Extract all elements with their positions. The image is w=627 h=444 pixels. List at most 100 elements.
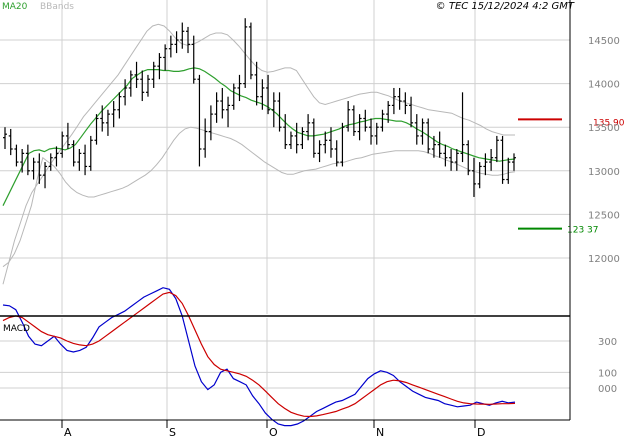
bband-line — [2, 23, 515, 285]
ohlc-bar — [380, 109, 385, 132]
ohlc-bar — [460, 92, 465, 163]
support-level-label: 123 37 — [567, 226, 599, 236]
ma20-line — [2, 67, 516, 206]
ohlc-bar — [414, 114, 419, 145]
ohlc-bar — [65, 122, 70, 149]
ohlc-bar — [283, 114, 288, 149]
ohlc-bar — [500, 135, 505, 184]
bollinger-bands — [2, 23, 516, 285]
ohlc-bar — [191, 35, 196, 84]
ohlc-bar — [266, 74, 271, 115]
ohlc-bar — [48, 153, 53, 171]
ohlc-bar — [363, 109, 368, 132]
ohlc-bar — [100, 105, 105, 132]
ohlc-bar — [168, 35, 173, 58]
macd-tick-label: 100 — [598, 368, 617, 379]
ohlc-bar — [151, 61, 156, 88]
ohlc-bar — [471, 157, 476, 197]
price-tick-label: 12500 — [588, 210, 620, 221]
macd-panel-label: MACD — [3, 324, 30, 334]
ohlc-bar — [288, 131, 293, 149]
ohlc-bar — [306, 114, 311, 141]
axes: 14500 14000 13500 13000 12500 12000 300 100 000 A… — [0, 0, 620, 439]
ohlc-bar — [208, 105, 213, 141]
price-tick-label: 14500 — [588, 36, 620, 47]
ohlc-bar — [54, 146, 59, 167]
ohlc-bar — [386, 101, 391, 123]
ohlc-bar — [449, 149, 454, 171]
ohlc-bar — [77, 149, 82, 171]
ohlc-bar — [111, 101, 116, 128]
bband-line — [2, 126, 516, 268]
ohlc-bar — [214, 92, 219, 123]
ohlc-bar — [180, 22, 185, 49]
ohlc-bar — [71, 140, 76, 167]
chart-credit: © TEC 15/12/2024 4:2 GMT — [436, 1, 575, 12]
ohlc-bar — [300, 127, 305, 149]
ohlc-bar — [231, 83, 236, 110]
ohlc-bar — [163, 44, 168, 71]
ohlc-bar — [483, 153, 488, 176]
ohlc-bar — [254, 61, 259, 106]
ohlc-bar — [489, 149, 494, 171]
price-tick-label: 12000 — [588, 254, 620, 265]
ohlc-bar — [237, 74, 242, 102]
signal-line — [2, 291, 516, 418]
ohlc-bar — [397, 87, 402, 110]
ohlc-bar — [3, 127, 7, 149]
ohlc-bar — [248, 22, 253, 80]
month-label: O — [269, 426, 278, 439]
ohlc-bar — [94, 114, 99, 145]
macd-lines — [2, 287, 516, 427]
ohlc-bar — [437, 131, 442, 158]
ohlc-bar — [443, 144, 448, 167]
ohlc-bar — [294, 122, 299, 154]
ohlc-bar — [157, 53, 162, 80]
ohlc-bar — [174, 31, 179, 54]
ohlc-bar — [431, 135, 436, 158]
month-label: A — [64, 426, 72, 439]
ohlc-bar — [334, 140, 339, 167]
resistance-level-label: 135 90 — [593, 118, 625, 128]
ohlc-bar — [374, 122, 379, 145]
ohlc-bar — [323, 131, 328, 154]
ohlc-bar — [409, 96, 414, 128]
macd-tick-label: 000 — [598, 384, 617, 395]
legend-ma20: MA20 — [2, 2, 28, 12]
ohlc-bar — [277, 92, 282, 132]
month-label: S — [169, 426, 176, 439]
ohlc-bar — [226, 96, 231, 128]
ma20-path — [2, 67, 516, 206]
ohlc-bar — [37, 153, 42, 184]
ohlc-bar — [512, 153, 516, 171]
ohlc-bar — [391, 87, 396, 115]
ohlc-bar — [134, 61, 139, 88]
ohlc-bar — [128, 70, 133, 97]
ohlc-bar — [14, 144, 19, 167]
ohlc-bar — [426, 118, 431, 154]
ohlc-bar — [454, 149, 459, 171]
macd-tick-label: 300 — [598, 337, 617, 348]
ohlc-bar — [351, 105, 356, 136]
price-tick-label: 14000 — [588, 80, 620, 91]
macd-line — [2, 287, 516, 427]
ohlc-bar — [420, 118, 425, 145]
ohlc-bar — [317, 140, 322, 163]
ohlc-bar — [83, 144, 88, 176]
ohlc-bar — [117, 92, 122, 119]
ohlc-bar — [88, 135, 93, 171]
ohlc-bar — [105, 109, 110, 136]
price-levels: 135 90 123 37 — [518, 118, 625, 236]
price-tick-label: 13000 — [588, 167, 620, 178]
ohlc-bar — [145, 74, 150, 97]
ohlc-bar — [271, 92, 276, 128]
ohlc-bar — [506, 157, 511, 184]
ohlc-bar — [369, 118, 374, 145]
month-label: D — [477, 426, 485, 439]
ohlc-bar — [340, 122, 345, 167]
ohlc-bar — [25, 144, 30, 176]
ohlc-bar — [140, 70, 145, 102]
